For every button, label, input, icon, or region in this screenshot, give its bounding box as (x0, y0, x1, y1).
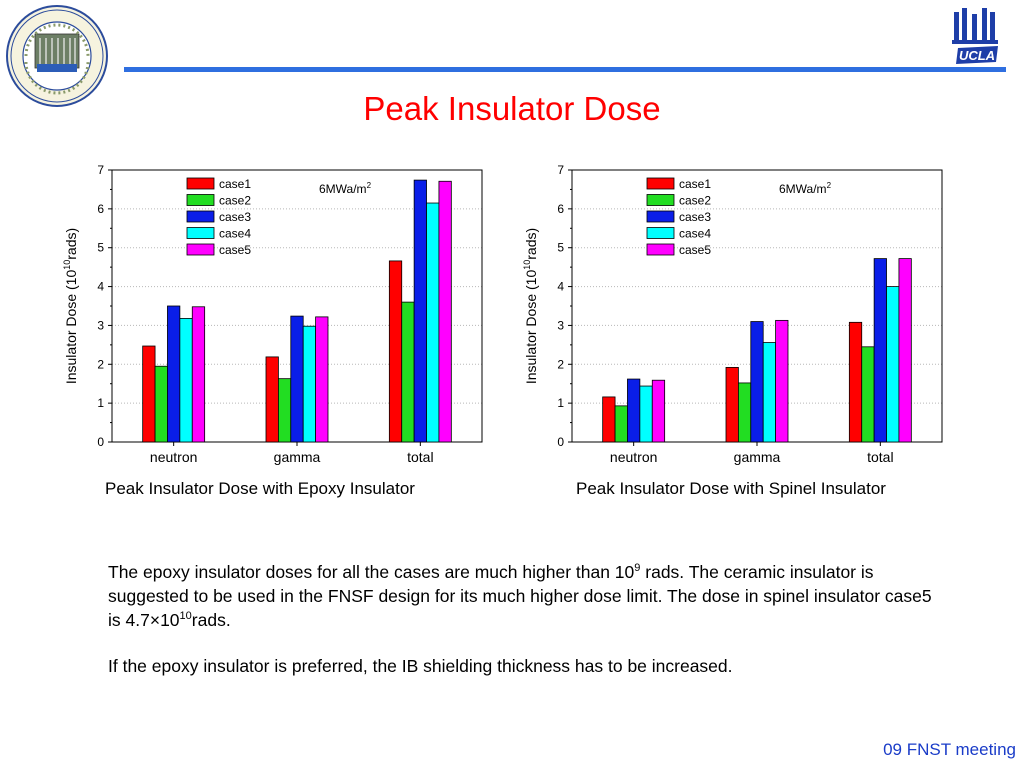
footer-label: 09 FNST meeting (883, 740, 1016, 759)
chart-annotation: 6MWa/m2 (319, 181, 372, 196)
y-tick-label: 2 (97, 357, 104, 371)
bar-case1-total (388, 260, 403, 443)
y-tick-label: 6 (557, 202, 564, 216)
svg-text:UCLA: UCLA (959, 48, 995, 63)
y-tick-label: 1 (97, 396, 104, 410)
legend-label-case2: case2 (219, 194, 251, 208)
y-tick-label: 5 (97, 241, 104, 255)
y-tick-label: 4 (97, 280, 104, 294)
legend-swatch-case2 (646, 194, 675, 206)
spinel-chart-caption: Peak Insulator Dose with Spinel Insulato… (576, 479, 886, 498)
bar-case2-gamma (737, 382, 752, 443)
legend-label-case1: case1 (219, 177, 251, 191)
epoxy-chart-caption: Peak Insulator Dose with Epoxy Insulator (105, 479, 415, 498)
bar-case2-neutron (154, 365, 168, 443)
legend-label-case3: case3 (219, 210, 251, 224)
chart-annotation: 6MWa/m2 (779, 181, 832, 196)
bar-case3-total (873, 258, 887, 443)
legend-label-case3: case3 (679, 210, 711, 224)
legend-swatch-case4 (646, 227, 675, 239)
bar-case4-total (426, 202, 440, 443)
epoxy-dose-chart: 0 1 2 3 4 5 6 7 neutron gamma total case1 case2 case3… (62, 163, 483, 465)
x-tick-label: total (407, 449, 433, 465)
bar-case3-gamma (750, 321, 764, 443)
y-axis-label: Insulator Dose (1010rads) (62, 228, 79, 384)
bar-case2-total (401, 301, 415, 443)
bar-case5-neutron (651, 379, 666, 443)
legend-label-case4: case4 (679, 227, 711, 241)
bar-case1-total (848, 321, 863, 443)
legend-swatch-case2 (186, 194, 215, 206)
bar-case3-gamma (290, 315, 304, 443)
y-axis-label: Insulator Dose (1010rads) (522, 228, 539, 384)
legend-swatch-case1 (646, 177, 675, 190)
x-tick-label: gamma (734, 449, 781, 465)
y-tick-label: 5 (557, 241, 564, 255)
bar-case2-neutron (614, 405, 628, 443)
legend-label-case5: case5 (219, 243, 251, 257)
conclusion-paragraph: The epoxy insulator doses for all the ca… (108, 562, 932, 630)
ucla-logo: UCLA (952, 8, 998, 64)
body-text: The epoxy insulator doses for all the ca… (108, 560, 938, 700)
bar-case5-gamma (315, 316, 329, 443)
bar-case4-total (886, 286, 900, 443)
slide-title: Peak Insulator Dose (363, 90, 661, 127)
spinel-dose-chart: 0 1 2 3 4 5 6 7 neutron gamma total case1 case2 case3… (522, 163, 943, 465)
header-rule (124, 67, 1006, 72)
legend-swatch-case3 (646, 210, 675, 223)
legend-swatch-case1 (186, 177, 215, 190)
bar-case1-neutron (142, 345, 156, 443)
y-tick-label: 4 (557, 280, 564, 294)
legend-label-case4: case4 (219, 227, 251, 241)
x-tick-label: neutron (610, 449, 657, 465)
legend-swatch-case4 (186, 227, 215, 239)
bar-case1-gamma (265, 356, 279, 443)
legend-label-case1: case1 (679, 177, 711, 191)
x-tick-label: neutron (150, 449, 197, 465)
y-tick-label: 7 (557, 163, 564, 177)
y-tick-label: 3 (97, 318, 104, 332)
legend-swatch-case5 (646, 243, 675, 256)
recommendation-paragraph: If the epoxy insulator is preferred, the… (108, 656, 733, 676)
bar-case1-neutron (602, 396, 616, 443)
y-tick-label: 7 (97, 163, 104, 177)
bar-case5-gamma (775, 319, 789, 443)
legend-label-case2: case2 (679, 194, 711, 208)
legend-label-case5: case5 (679, 243, 711, 257)
x-tick-label: gamma (274, 449, 321, 465)
bar-case4-neutron (179, 318, 193, 443)
bar-case4-neutron (639, 385, 653, 443)
bar-case5-neutron (191, 306, 206, 443)
bar-case3-neutron (627, 378, 641, 443)
bar-case2-total (861, 346, 875, 443)
legend-swatch-case3 (186, 210, 215, 223)
bar-case4-gamma (762, 342, 776, 443)
y-tick-label: 6 (97, 202, 104, 216)
y-tick-label: 3 (557, 318, 564, 332)
y-tick-label: 1 (557, 396, 564, 410)
bar-case1-gamma (725, 366, 739, 443)
x-tick-label: total (867, 449, 893, 465)
bar-case3-neutron (167, 305, 181, 443)
bar-case3-total (413, 179, 427, 443)
bar-case4-gamma (302, 325, 316, 443)
y-tick-label: 2 (557, 357, 564, 371)
bar-case5-total (438, 180, 452, 443)
school-seal-logo (6, 5, 108, 107)
bar-case5-total (898, 258, 912, 443)
y-tick-label: 0 (557, 435, 564, 449)
legend-swatch-case5 (186, 243, 215, 256)
y-tick-label: 0 (97, 435, 104, 449)
bar-case2-gamma (277, 378, 292, 443)
